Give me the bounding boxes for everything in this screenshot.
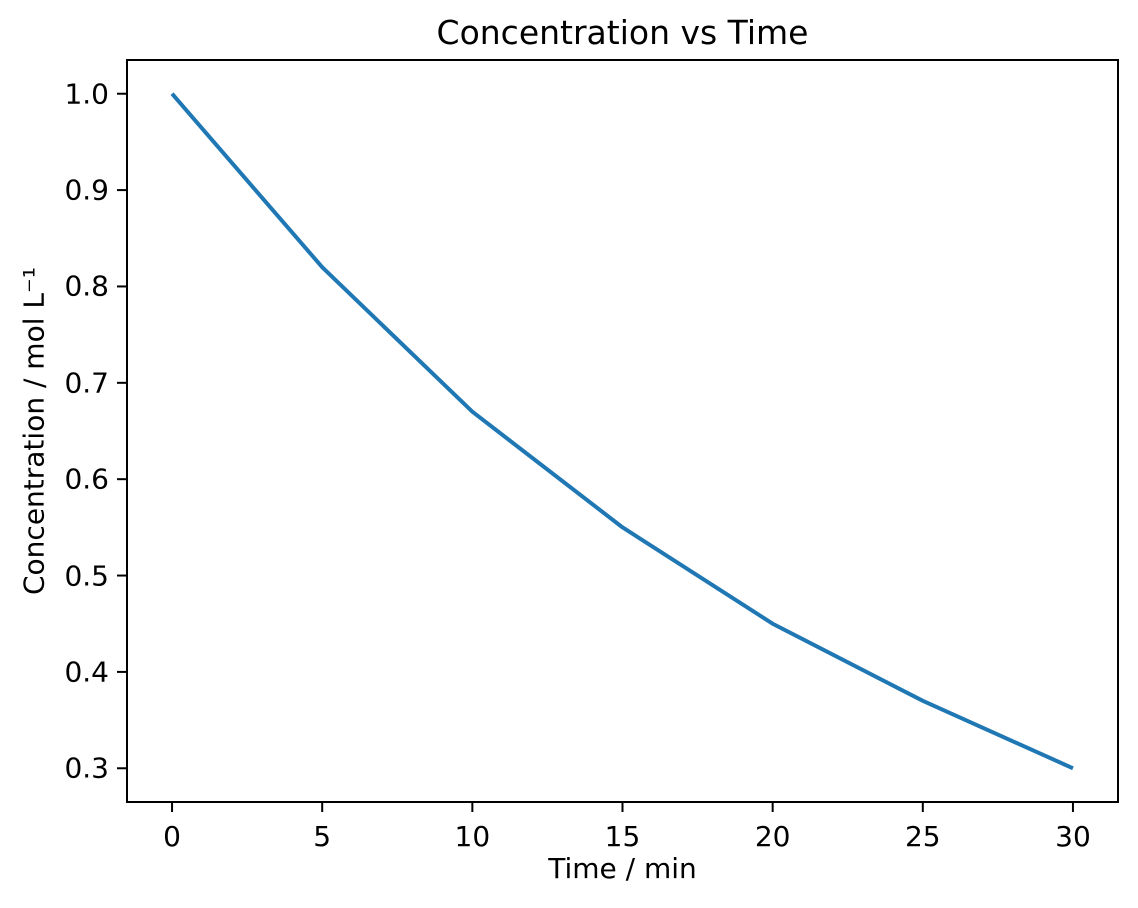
y-tick-label: 0.5 [64, 559, 109, 593]
y-tick-label: 0.7 [64, 366, 109, 400]
x-axis-label: Time / min [548, 852, 697, 885]
chart-title: Concentration vs Time [436, 13, 809, 52]
y-tick-label: 0.8 [64, 269, 109, 303]
x-tick-label: 25 [904, 820, 941, 853]
x-ticks [171, 802, 1074, 812]
y-tick-label: 0.6 [64, 462, 109, 496]
x-tick-label: 10 [454, 820, 491, 853]
y-tick-label: 1.0 [64, 77, 109, 111]
x-tick-label: 5 [313, 820, 332, 853]
x-tick-label: 20 [754, 820, 791, 853]
x-tick-label: 15 [604, 820, 641, 853]
x-tick-label: 30 [1055, 820, 1091, 853]
concentration-line [170, 92, 1074, 771]
y-tick-label: 0.9 [64, 173, 109, 207]
plot-frame [126, 59, 1119, 803]
y-ticks [117, 92, 127, 770]
y-tick-label: 0.4 [64, 655, 109, 689]
x-tick-label: 0 [163, 820, 181, 853]
y-tick-label: 0.3 [64, 751, 109, 785]
